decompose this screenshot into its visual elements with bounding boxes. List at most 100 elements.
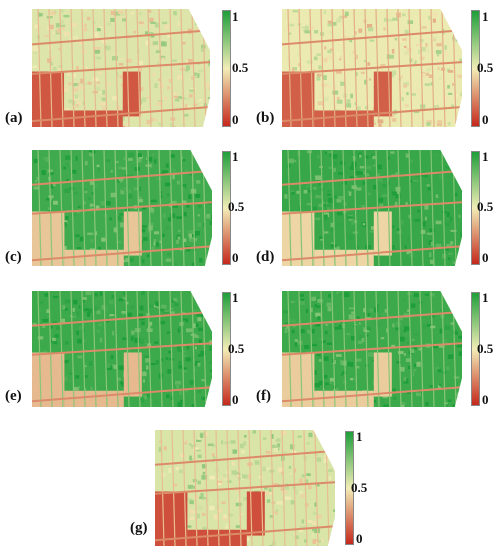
field-speckle <box>76 65 79 70</box>
colorbar-max-label: 1 <box>482 9 489 24</box>
colorbar-min-label: 0 <box>232 250 239 265</box>
field-speckle <box>447 257 451 261</box>
field-speckle <box>313 69 316 72</box>
field-speckle <box>188 443 192 447</box>
field-speckle <box>347 216 354 219</box>
field-speckle <box>349 176 356 179</box>
field-speckle <box>52 182 56 187</box>
field-speckle <box>228 471 232 475</box>
field-speckle <box>397 234 401 238</box>
field-speckle <box>33 51 38 54</box>
field-speckle <box>348 314 355 320</box>
field-speckle <box>213 514 219 520</box>
field-speckle <box>183 211 187 217</box>
field-speckle <box>188 59 191 65</box>
field-speckle <box>150 21 156 24</box>
map-image <box>282 291 462 407</box>
field-speckle <box>165 357 169 360</box>
field-speckle <box>206 213 211 219</box>
field-speckle <box>421 26 427 29</box>
field-speckle <box>304 345 310 349</box>
field-speckle <box>304 30 311 34</box>
field-speckle <box>435 194 439 198</box>
plot-boundary <box>320 150 325 266</box>
field-speckle <box>122 337 128 341</box>
field-speckle <box>101 97 106 101</box>
field-speckle <box>201 512 206 516</box>
field-speckle <box>425 402 429 406</box>
field-speckle <box>336 198 342 203</box>
field-speckle <box>372 307 379 313</box>
field-speckle <box>305 308 309 313</box>
field-speckle <box>170 213 176 219</box>
field-speckle <box>411 349 415 354</box>
field-speckle <box>82 101 85 105</box>
plot-boundary <box>136 9 141 127</box>
field-speckle <box>395 186 401 192</box>
field-speckle <box>361 338 365 343</box>
field-speckle <box>342 371 347 375</box>
field-speckle <box>139 86 144 92</box>
field-speckle <box>345 192 349 197</box>
field-speckle <box>369 39 375 42</box>
field-speckle <box>179 453 185 458</box>
field-speckle <box>365 106 368 110</box>
field-speckle <box>175 466 180 471</box>
field-speckle <box>311 296 317 302</box>
field-speckle <box>200 350 206 356</box>
field-speckle <box>411 338 415 342</box>
field-speckle <box>101 304 105 310</box>
field-speckle <box>187 498 193 501</box>
field-speckle <box>216 478 220 482</box>
field-speckle <box>308 485 312 490</box>
field-speckle <box>222 474 227 478</box>
field-speckle <box>155 242 159 247</box>
field-speckle <box>339 161 345 165</box>
field-speckle <box>201 496 206 500</box>
road-line <box>32 386 212 403</box>
field-speckle <box>404 245 407 249</box>
field-speckle <box>425 43 428 47</box>
field-speckle <box>50 56 55 59</box>
field-speckle <box>181 200 187 205</box>
field-speckle <box>307 329 311 334</box>
field-speckle <box>424 83 431 86</box>
field-speckle <box>127 312 133 317</box>
field-speckle <box>396 229 402 234</box>
field-speckle <box>285 329 290 332</box>
field-speckle <box>427 52 430 57</box>
image-corner-mask <box>454 237 462 266</box>
field-speckle <box>195 194 201 198</box>
field-speckle <box>184 169 189 173</box>
field-speckle <box>164 96 167 101</box>
field-speckle <box>140 338 145 344</box>
field-speckle <box>437 384 441 390</box>
field-speckle <box>283 492 289 498</box>
field-speckle <box>360 71 365 74</box>
field-speckle <box>408 159 413 163</box>
field-speckle <box>395 327 400 331</box>
field-speckle <box>142 371 147 377</box>
road-line <box>32 61 210 75</box>
road-line <box>32 201 212 215</box>
field-speckle <box>331 228 335 232</box>
field-speckle <box>176 296 182 301</box>
field-speckle <box>154 22 159 28</box>
field-speckle <box>315 195 322 199</box>
field-speckle <box>94 32 99 37</box>
field-speckle <box>383 18 388 22</box>
plot-boundary <box>298 150 303 266</box>
field-speckle <box>141 97 147 103</box>
field-speckle <box>390 73 395 78</box>
field-speckle <box>138 317 145 321</box>
field-speckle <box>65 216 69 221</box>
field-speckle <box>34 24 39 29</box>
field-speckle <box>327 322 334 325</box>
field-speckle <box>113 227 118 233</box>
field-speckle <box>146 119 152 125</box>
field-speckle <box>195 310 199 313</box>
field-speckle <box>193 363 197 366</box>
plot-boundary <box>103 9 108 127</box>
field-speckle <box>268 488 272 492</box>
field-speckle <box>416 392 422 397</box>
